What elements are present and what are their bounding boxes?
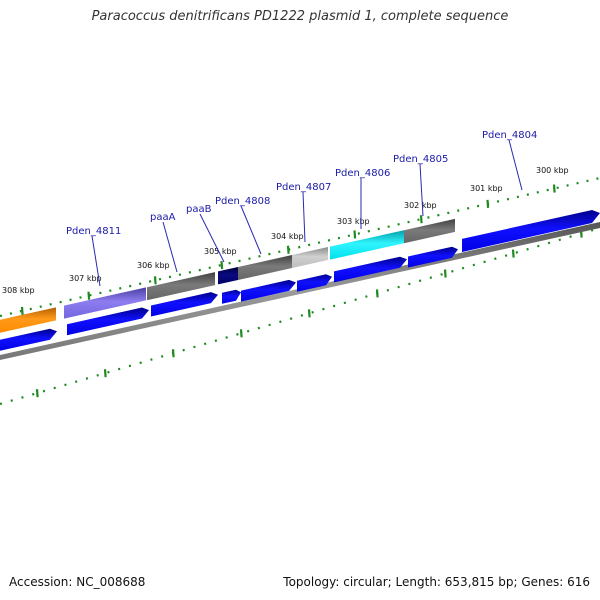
major-tick bbox=[153, 276, 157, 285]
feature-gray-3 bbox=[404, 218, 455, 244]
gene-arrow bbox=[334, 256, 407, 283]
feature-navy bbox=[218, 267, 238, 285]
leader-line bbox=[508, 139, 523, 191]
gene-arrow bbox=[408, 246, 458, 268]
feature-orange bbox=[0, 307, 56, 333]
feature-track bbox=[0, 210, 600, 333]
leader-line bbox=[91, 235, 101, 287]
tick-label: 303 kbp bbox=[337, 217, 370, 226]
major-tick bbox=[307, 309, 311, 318]
leader-line bbox=[162, 221, 178, 273]
feature-lightgray bbox=[292, 247, 328, 268]
gene-label-pden-4804: Pden_4804 bbox=[482, 130, 537, 141]
tick-label: 302 kbp bbox=[404, 201, 437, 210]
major-tick bbox=[103, 369, 107, 378]
tick-label: 304 kbp bbox=[271, 232, 304, 241]
major-tick bbox=[20, 306, 24, 316]
gene-label-pden-4811: Pden_4811 bbox=[66, 226, 121, 237]
gene-arrow bbox=[151, 292, 218, 317]
outer-tick-ring bbox=[0, 176, 600, 318]
major-tick bbox=[486, 199, 490, 208]
major-tick bbox=[375, 289, 379, 298]
gene-label-pden-4806: Pden_4806 bbox=[335, 168, 390, 179]
gene-label-pden-4808: Pden_4808 bbox=[215, 196, 270, 207]
accession-text: Accession: NC_008688 bbox=[9, 575, 146, 589]
major-tick bbox=[443, 269, 447, 278]
feature-gray-1 bbox=[147, 272, 215, 301]
major-tick bbox=[552, 184, 556, 193]
topology-text: Topology: circular; Length: 653,815 bp; … bbox=[283, 575, 590, 589]
feature-blue-long bbox=[462, 210, 600, 252]
gene-labels: Pden_4811 paaA paaB Pden_4808 Pden_4807 … bbox=[66, 130, 537, 237]
feature-gray-2 bbox=[238, 255, 292, 280]
gene-arrow bbox=[0, 328, 57, 351]
leader-line bbox=[240, 205, 262, 255]
major-tick bbox=[220, 260, 224, 270]
map-title: Paracoccus denitrificans PD1222 plasmid … bbox=[91, 9, 509, 24]
major-tick bbox=[87, 291, 91, 300]
leader-line bbox=[199, 213, 225, 263]
gene-arrow bbox=[241, 279, 296, 302]
major-tick bbox=[35, 389, 39, 398]
major-tick bbox=[511, 249, 515, 258]
major-tick bbox=[353, 230, 357, 239]
feature-cyan bbox=[330, 230, 404, 260]
kbp-labels: 308 kbp 307 kbp 306 kbp 305 kbp 304 kbp … bbox=[2, 166, 569, 295]
tick-label: 300 kbp bbox=[536, 166, 569, 175]
feature-slate bbox=[64, 287, 146, 319]
major-tick bbox=[419, 215, 423, 224]
gene-arrow bbox=[297, 274, 332, 292]
tick-label: 306 kbp bbox=[137, 261, 170, 270]
major-tick bbox=[239, 329, 243, 338]
gene-label-paaa: paaA bbox=[150, 212, 176, 223]
tick-label: 308 kbp bbox=[2, 286, 35, 295]
gene-label-pden-4805: Pden_4805 bbox=[393, 154, 448, 165]
gene-arrow bbox=[67, 307, 149, 336]
tick-label: 307 kbp bbox=[69, 274, 102, 283]
gene-label-pden-4807: Pden_4807 bbox=[276, 182, 331, 193]
gene-arrow-track bbox=[0, 246, 458, 351]
leader-line bbox=[302, 191, 306, 243]
leader-lines bbox=[91, 139, 523, 287]
major-tick bbox=[171, 349, 175, 358]
major-tick bbox=[286, 245, 290, 254]
gene-arrow bbox=[222, 289, 241, 304]
gene-label-paab: paaB bbox=[186, 204, 212, 215]
leader-line bbox=[419, 163, 424, 217]
major-ticks bbox=[20, 184, 583, 398]
tick-label: 305 kbp bbox=[204, 247, 237, 256]
tick-label: 301 kbp bbox=[470, 184, 503, 193]
